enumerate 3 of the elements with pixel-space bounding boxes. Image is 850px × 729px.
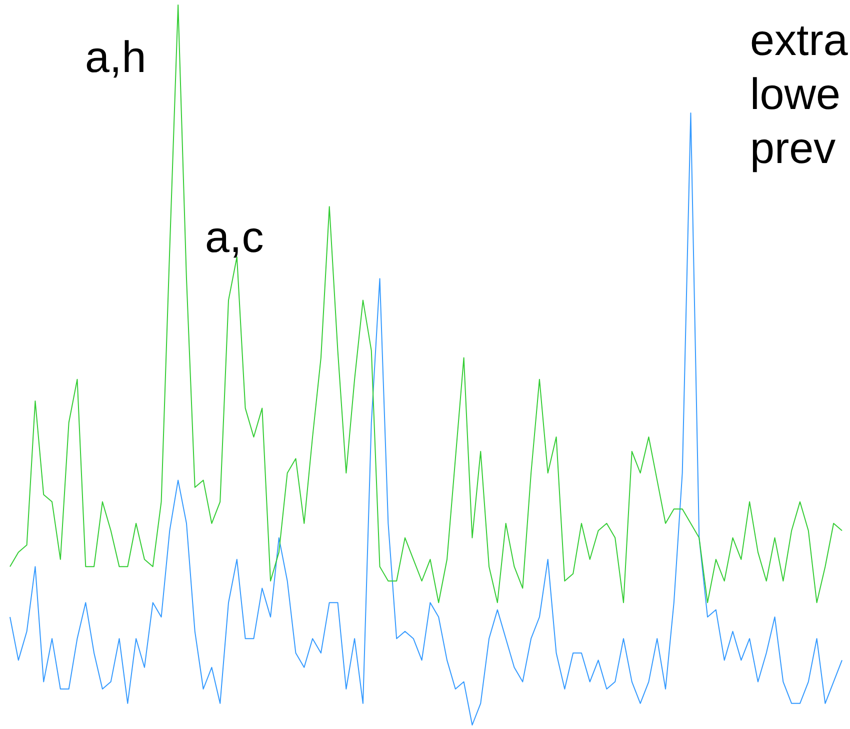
annotation: a,c [205, 213, 264, 262]
annotation: a,h [85, 33, 146, 82]
annotation: extra lowe prev [750, 16, 848, 173]
